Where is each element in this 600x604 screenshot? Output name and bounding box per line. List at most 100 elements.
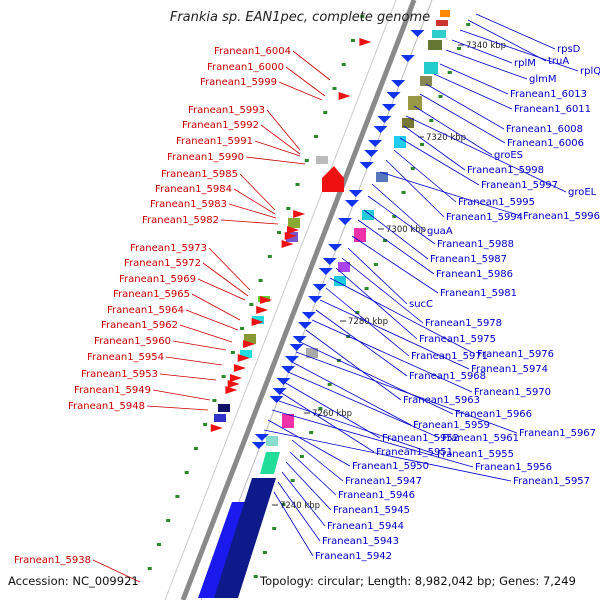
left-label-leader: [185, 309, 239, 331]
gene-arrow-blue: [348, 190, 363, 197]
right-label-leader: [351, 235, 439, 294]
right-label-leader: [271, 409, 474, 468]
right-gene-label: Franean1_5968: [409, 371, 486, 382]
gene-block: [282, 414, 294, 428]
right-label-leader: [363, 209, 429, 260]
right-label-leader: [475, 13, 556, 50]
right-label-leader: [295, 351, 518, 434]
right-label-leader: [379, 171, 522, 217]
left-gene-label: Franean1_5993: [188, 105, 265, 116]
gene-arrow-blue: [410, 30, 425, 37]
right-label-leader: [445, 49, 528, 80]
tick-dot: [438, 95, 443, 98]
right-label-leader: [399, 137, 480, 186]
gene-arrow-blue: [312, 284, 327, 291]
left-gene-label: Franean1_5985: [161, 169, 238, 180]
left-label-leader: [152, 389, 211, 401]
gene-block-teal: [260, 452, 280, 474]
right-gene-label: Franean1_5947: [345, 476, 422, 487]
gene-arrow-blue: [269, 396, 284, 403]
right-gene-label: Franean1_5963: [403, 395, 480, 406]
left-label-leader: [254, 140, 301, 157]
gene-arrow-blue: [272, 388, 287, 395]
left-gene-label: Franean1_5953: [81, 369, 158, 380]
left-gene-label: Franean1_5938: [14, 555, 91, 566]
gene-arrow-blue: [298, 322, 313, 329]
kbp-tick-label: 7300 kbp: [386, 225, 426, 235]
right-label-leader: [419, 93, 506, 144]
right-gene-label: Franean1_5971: [411, 351, 488, 362]
tick-dot: [267, 255, 272, 258]
gene-block: [218, 404, 230, 412]
right-gene-label: rpsD: [557, 44, 581, 55]
left-label-leader: [191, 293, 241, 321]
tick-dot: [323, 111, 328, 114]
right-label-leader: [371, 183, 426, 232]
right-gene-label: Franean1_5967: [519, 428, 596, 439]
tick-dot: [193, 447, 198, 450]
gene-block: [214, 414, 226, 422]
gene-arrow-blue: [381, 104, 396, 111]
right-label-leader: [279, 391, 375, 453]
left-gene-label: Franean1_5991: [176, 136, 253, 147]
right-label-leader: [357, 219, 435, 275]
gene-arrow-blue: [301, 312, 316, 319]
tick-dot: [221, 375, 226, 378]
right-label-leader: [385, 159, 445, 218]
tick-dot: [364, 287, 369, 290]
gene-arrow-red: [227, 380, 240, 388]
genome-backbone: [180, 0, 417, 601]
right-label-leader: [403, 125, 466, 171]
right-label-leader: [291, 361, 412, 426]
right-label-leader: [347, 247, 408, 305]
left-gene-label: Franean1_5964: [107, 305, 184, 316]
gene-block: [436, 20, 448, 26]
gene-arrow-blue: [373, 126, 388, 133]
right-label-leader: [393, 149, 457, 203]
right-label-leader: [433, 73, 513, 110]
left-label-leader: [179, 324, 233, 343]
right-gene-label: Franean1_5950: [352, 461, 429, 472]
gene-arrow-blue: [276, 378, 291, 385]
tick-dot: [262, 551, 267, 554]
tick-dot: [249, 303, 254, 306]
gene-arrow-red: [237, 354, 250, 362]
right-gene-label: Franean1_5952: [382, 433, 459, 444]
right-gene-label: Franean1_6013: [510, 89, 587, 100]
right-gene-label: rplQ: [580, 66, 600, 77]
tick-dot: [304, 159, 309, 162]
right-label-leader: [329, 277, 476, 355]
gene-arrows: [210, 30, 425, 449]
kbp-tick-label: 7340 kbp: [466, 41, 506, 51]
gene-block: [338, 262, 350, 272]
tick-dot: [383, 239, 388, 242]
right-gene-label: Franean1_6011: [514, 104, 591, 115]
right-label-leader: [311, 319, 473, 393]
right-label-leader: [439, 63, 509, 95]
kbp-tick-label: 7320 kbp: [426, 133, 466, 143]
gene-block: [288, 218, 300, 228]
gene-arrow-red: [281, 240, 294, 248]
gene-block: [316, 156, 328, 164]
gene-block: [354, 228, 366, 242]
gene-block: [432, 30, 446, 38]
gene-arrow-blue: [368, 140, 383, 147]
left-gene-label: Franean1_5948: [68, 401, 145, 412]
map-title: Frankia sp. EAN1pec, complete genome: [169, 10, 431, 25]
tick-dot: [327, 383, 332, 386]
gene-arrow-red: [284, 232, 297, 240]
left-label-leader: [146, 405, 209, 411]
right-label-leader: [405, 115, 567, 193]
gene-arrow-red: [322, 166, 344, 192]
right-label-leader: [289, 451, 337, 496]
gene-arrow-blue: [345, 200, 359, 207]
accession-text: Accession: NC_009921: [8, 574, 139, 588]
tick-dot: [466, 23, 471, 26]
tick-dot: [240, 327, 245, 330]
right-gene-label: Franean1_5981: [440, 288, 517, 299]
gene-arrow-blue: [318, 268, 333, 275]
tick-dot: [332, 87, 337, 90]
right-label-leader: [285, 461, 332, 511]
